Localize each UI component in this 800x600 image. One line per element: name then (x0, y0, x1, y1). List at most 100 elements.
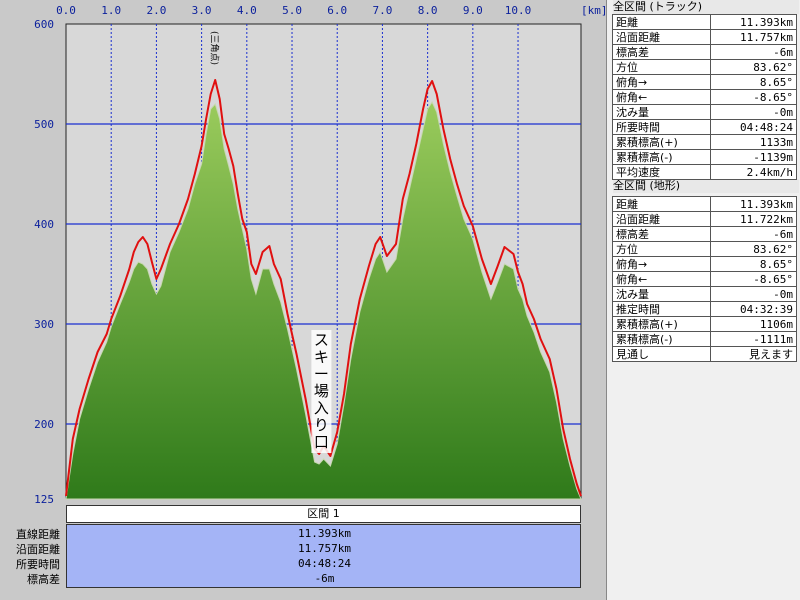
track-stat-value: -6m (710, 44, 797, 60)
terrain-stat-value: -8.65° (710, 271, 797, 287)
track-stat-value: 11.393km (710, 14, 797, 30)
section-title: 区間 1 (66, 505, 581, 523)
triangulation-annotation: (三角点) (208, 31, 220, 65)
terrain-stat-value: 83.62° (710, 241, 797, 257)
terrain-stat-row: 推定時間 04:32:39 (611, 301, 797, 317)
terrain-stat-value: 11.393km (710, 196, 797, 212)
terrain-stat-row: 方位 83.62° (611, 241, 797, 257)
terrain-stat-label: 俯角← (611, 271, 712, 287)
terrain-stat-value: -1111m (710, 331, 797, 347)
terrain-stat-label: 累積標高(+) (611, 316, 712, 332)
terrain-stat-label: 標高差 (611, 226, 712, 242)
svg-text:入: 入 (314, 399, 329, 417)
terrain-stat-label: 距離 (611, 196, 712, 212)
label-straight-distance: 直線距離 (16, 528, 60, 541)
terrain-stat-row: 沈み量 -0m (611, 286, 797, 302)
label-elevation-diff: 標高差 (27, 573, 60, 586)
x-tick-label: 0.0 (56, 4, 76, 17)
track-stat-value: -0m (710, 104, 797, 120)
track-stat-row: 平均速度 2.4km/h (611, 164, 797, 180)
terrain-stat-label: 沈み量 (611, 286, 712, 302)
label-time: 所要時間 (16, 558, 60, 571)
x-tick-label: 9.0 (463, 4, 483, 17)
y-tick-label: 600 (34, 18, 54, 31)
track-stat-label: 沈み量 (611, 104, 712, 120)
track-stat-row: 沿面距離 11.757km (611, 29, 797, 45)
track-stat-row: 俯角→ 8.65° (611, 74, 797, 90)
track-stat-label: 平均速度 (611, 164, 712, 180)
x-unit-label: [km] (581, 4, 606, 17)
track-stat-value: -8.65° (710, 89, 797, 105)
terrain-stat-row: 俯角← -8.65° (611, 271, 797, 287)
track-stat-value: 83.62° (710, 59, 797, 75)
terrain-area (65, 100, 582, 500)
terrain-stat-value: 見えます (710, 346, 797, 362)
track-stat-row: 距離 11.393km (611, 14, 797, 30)
terrain-stat-row: 俯角→ 8.65° (611, 256, 797, 272)
track-panel-heading: 全区間 (トラック) (613, 0, 799, 14)
track-stat-value: 11.757km (710, 29, 797, 45)
terrain-stat-value: 1106m (710, 316, 797, 332)
terrain-stats-table: 距離 11.393km 沿面距離 11.722km 標高差 -6m 方位 83.62° 俯角→ 8… (611, 196, 797, 362)
y-tick-label: 125 (34, 493, 54, 505)
x-tick-label: 1.0 (101, 4, 121, 17)
track-stat-row: 俯角← -8.65° (611, 89, 797, 105)
terrain-stat-label: 俯角→ (611, 256, 712, 272)
terrain-stat-row: 累積標高(+) 1106m (611, 316, 797, 332)
section-surface-distance: 11.757km (298, 542, 351, 555)
x-tick-label: 8.0 (418, 4, 438, 17)
svg-text:ス: ス (314, 331, 329, 349)
terrain-stat-value: -6m (710, 226, 797, 242)
track-stat-value: 2.4km/h (710, 164, 797, 180)
x-tick-label: 10.0 (505, 4, 532, 17)
label-surface-distance: 沿面距離 (16, 543, 60, 556)
svg-text:り: り (314, 416, 329, 434)
terrain-stat-row: 沿面距離 11.722km (611, 211, 797, 227)
track-stat-row: 沈み量 -0m (611, 104, 797, 120)
x-tick-label: 5.0 (282, 4, 302, 17)
x-tick-label: 7.0 (372, 4, 392, 17)
track-stat-row: 累積標高(-) -1139m (611, 149, 797, 165)
x-tick-label: 4.0 (237, 4, 257, 17)
section-time: 04:48:24 (298, 557, 351, 570)
track-stat-value: 8.65° (710, 74, 797, 90)
terrain-stat-row: 見通し 見えます (611, 346, 797, 362)
terrain-stat-row: 標高差 -6m (611, 226, 797, 242)
terrain-panel-heading: 全区間 (地形) (613, 179, 799, 193)
terrain-stat-value: 8.65° (710, 256, 797, 272)
track-stat-label: 累積標高(+) (611, 134, 712, 150)
terrain-stat-label: 推定時間 (611, 301, 712, 317)
svg-text:キ: キ (314, 348, 329, 366)
terrain-stat-value: 11.722km (710, 211, 797, 227)
x-tick-label: 3.0 (192, 4, 212, 17)
terrain-stat-value: 04:32:39 (710, 301, 797, 317)
terrain-stat-label: 見通し (611, 346, 712, 362)
track-stat-row: 標高差 -6m (611, 44, 797, 60)
elevation-chart: 0.0 1.0 2.0 3.0 4.0 5.0 6.0 7.0 8.0 9.0 10.0 600 50… (34, 4, 606, 505)
terrain-stat-row: 距離 11.393km (611, 196, 797, 212)
terrain-stat-label: 沿面距離 (611, 211, 712, 227)
terrain-stat-label: 方位 (611, 241, 712, 257)
track-stat-label: 標高差 (611, 44, 712, 60)
track-stat-label: 所要時間 (611, 119, 712, 135)
track-stat-row: 方位 83.62° (611, 59, 797, 75)
section-elevation-diff: -6m (314, 572, 335, 585)
x-tick-label: 2.0 (146, 4, 166, 17)
track-stat-value: -1139m (710, 149, 797, 165)
y-tick-label: 300 (34, 318, 54, 331)
track-stat-row: 累積標高(+) 1133m (611, 134, 797, 150)
track-stats-table: 距離 11.393km 沿面距離 11.757km 標高差 -6m 方位 83.62° 俯角→ 8… (611, 14, 797, 180)
track-stat-label: 方位 (611, 59, 712, 75)
track-stat-value: 04:48:24 (710, 119, 797, 135)
y-tick-label: 500 (34, 118, 54, 131)
x-tick-label: 6.0 (327, 4, 347, 17)
svg-text:(三角点): (三角点) (208, 31, 220, 65)
track-stat-label: 累積標高(-) (611, 149, 712, 165)
section-straight-distance: 11.393km (298, 527, 351, 540)
terrain-stat-value: -0m (710, 286, 797, 302)
terrain-stat-row: 累積標高(-) -1111m (611, 331, 797, 347)
section-values-box: 11.393km 11.757km 04:48:24 -6m (66, 524, 581, 588)
svg-text:口: 口 (314, 433, 329, 451)
